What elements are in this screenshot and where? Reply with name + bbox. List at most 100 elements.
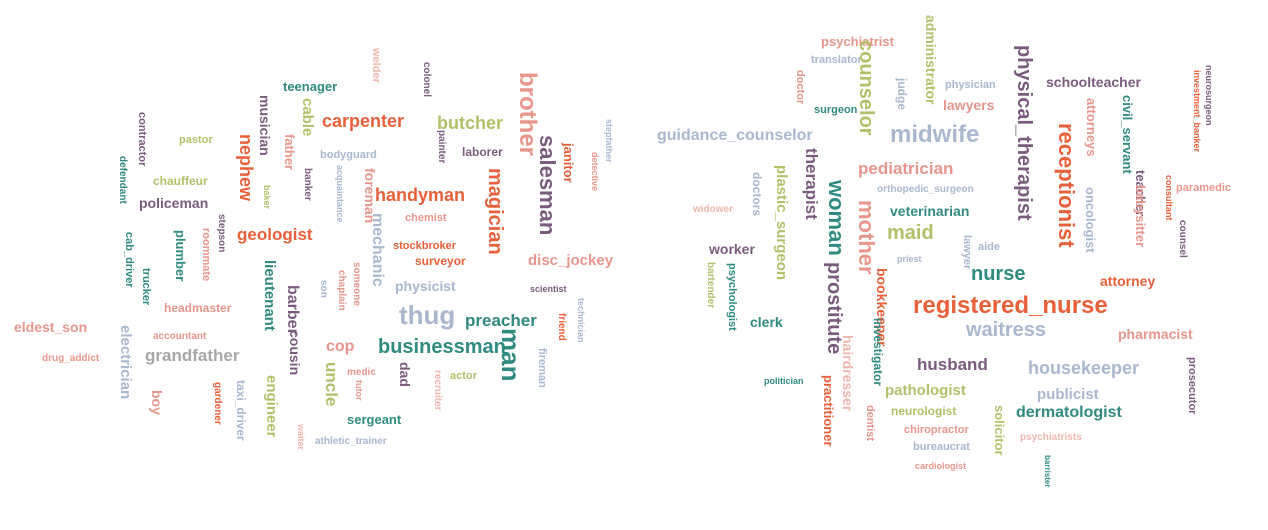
left-word-musician: musician <box>257 95 273 156</box>
right-word-solicitor: solicitor <box>992 405 1007 456</box>
left-word-dad: dad <box>397 362 413 387</box>
right-word-nutritionist: nutritionist <box>754 210 755 216</box>
right-word-lawyers: lawyers <box>943 97 995 113</box>
right-word-nurse: nurse <box>971 263 1026 285</box>
right-word-cloud: psychiatrist administrator translator couns… <box>634 0 1268 530</box>
left-word-someone: someone <box>351 262 362 306</box>
left-word-nephew: nephew <box>236 134 256 202</box>
left-word-contractor: contractor <box>136 112 148 167</box>
right-word-investment-banker: investment_banker <box>1192 70 1202 153</box>
left-word-handyman: handyman <box>375 185 466 205</box>
left-word-plumber: plumber <box>173 230 188 282</box>
right-word-worker: worker <box>709 241 755 257</box>
left-word-trucker: trucker <box>140 268 152 306</box>
right-word-prosecutor: prosecutor <box>1186 357 1198 415</box>
left-word-barber: barber <box>284 285 301 335</box>
left-word-bodyguard: bodyguard <box>320 149 377 161</box>
right-word-waitress: waitress <box>966 319 1047 341</box>
left-word-preacher: preacher <box>465 311 537 330</box>
left-word-tutor: tutor <box>354 380 364 401</box>
left-word-cab-driver: cab_driver <box>123 232 135 288</box>
right-word-physical-therapist: physical_therapist <box>1013 45 1035 221</box>
left-word-fireman: fireman <box>536 348 548 388</box>
left-word-businessman: businessman <box>378 336 506 358</box>
left-word-stockbroker: stockbroker <box>393 240 456 252</box>
right-word-dentist: dentist <box>864 405 876 442</box>
left-word-son: son <box>318 280 329 298</box>
left-word-painter: painter <box>436 130 447 164</box>
left-word-accountant: accountant <box>153 331 207 342</box>
right-word-veterinarian: veterinarian <box>890 203 970 219</box>
right-word-administrator: administrator <box>923 15 939 105</box>
left-word-father: father <box>282 134 297 171</box>
right-word-investigator: investigator <box>871 318 885 387</box>
left-word-drug-addict: drug_addict <box>42 353 100 364</box>
right-word-neurologist: neurologist <box>891 404 957 418</box>
left-word-cop: cop <box>326 338 355 355</box>
right-word-bureaucrat: bureaucrat <box>913 441 970 453</box>
left-word-policeman: policeman <box>139 195 209 211</box>
right-word-oncologist: oncologist <box>1083 187 1098 253</box>
left-word-athletic-trainer: athletic_trainer <box>315 436 387 447</box>
left-word-headmaster: headmaster <box>164 301 232 315</box>
right-word-dermatologist: dermatologist <box>1016 404 1122 421</box>
left-word-baker: baker <box>262 185 272 210</box>
left-word-magician: magician <box>484 168 506 255</box>
left-word-laborer: laborer <box>462 145 503 159</box>
left-word-surveyor: surveyor <box>415 254 466 268</box>
left-word-defendant: defendant <box>117 156 128 204</box>
left-word-friend: friend <box>556 313 567 341</box>
right-word-neurosurgeon: neurosurgeon <box>1204 65 1214 126</box>
left-word-stepfather: stepfather <box>604 119 614 163</box>
right-word-husband: husband <box>917 355 988 374</box>
left-word-boy: boy <box>149 390 165 415</box>
right-word-counsel: counsel <box>1177 220 1188 258</box>
left-word-cable: cable <box>299 98 316 137</box>
left-word-stepson: stepson <box>216 214 227 253</box>
right-word-pediatrician: pediatrician <box>858 159 954 178</box>
right-word-psychologist: psychologist <box>726 263 738 331</box>
left-word-geologist: geologist <box>237 225 313 244</box>
left-word-lieutenant: lieutenant <box>261 260 278 331</box>
left-word-acquaintance: acquaintance <box>335 165 345 223</box>
right-word-schoolteacher: schoolteacher <box>1046 74 1141 90</box>
left-word-disc-jockey: disc_jockey <box>528 252 614 269</box>
left-word-chaplain: chaplain <box>336 270 347 311</box>
right-word-widower: widower <box>693 204 734 215</box>
right-word-doctors: doctors <box>750 172 764 217</box>
right-word-politician: politician <box>764 376 804 386</box>
right-word-orthopedic-surgeon: orthopedic_surgeon <box>877 184 974 195</box>
right-word-priest: priest <box>897 254 922 264</box>
left-word-detective: detective <box>590 152 600 192</box>
right-word-registered-nurse: registered_nurse <box>913 292 1108 319</box>
right-word-babysitter: babysitter <box>1133 185 1148 248</box>
left-word-butcher: butcher <box>437 113 504 133</box>
right-word-counselor: counselor <box>855 40 877 136</box>
left-word-grandfather: grandfather <box>145 346 240 365</box>
left-word-thug: thug <box>399 300 456 330</box>
right-word-cardiologist: cardiologist <box>915 461 967 471</box>
right-word-hairdresser: hairdresser <box>840 335 856 412</box>
right-word-maid: maid <box>887 222 934 244</box>
left-word-uncle: uncle <box>322 362 341 407</box>
right-word-attorneys: attorneys <box>1084 98 1099 157</box>
right-word-barrister: barrister <box>1043 455 1052 488</box>
right-word-clerk: clerk <box>750 314 783 330</box>
left-word-janitor: janitor <box>561 143 576 183</box>
right-word-psychiatrist: psychiatrist <box>821 34 894 49</box>
right-word-psychiatrists: psychiatrists <box>1020 432 1082 443</box>
right-word-surgeon: surgeon <box>814 104 858 116</box>
left-word-recruiter: recruiter <box>432 370 443 411</box>
left-word-sergeant: sergeant <box>347 412 402 427</box>
left-word-welder: welder <box>370 48 382 83</box>
left-word-cousin: cousin <box>287 330 303 376</box>
left-word-waiter: waiter <box>296 424 306 451</box>
left-word-salesman: salesman <box>535 135 560 236</box>
left-word-banker: banker <box>302 168 313 201</box>
left-word-pastor: pastor <box>179 134 213 146</box>
right-word-woman: woman <box>824 180 849 256</box>
left-word-physicist: physicist <box>395 278 456 294</box>
right-word-guidance-counselor: guidance_counselor <box>657 127 813 144</box>
right-word-doctor: doctor <box>794 70 806 105</box>
left-word-electrician: electrician <box>117 325 134 400</box>
